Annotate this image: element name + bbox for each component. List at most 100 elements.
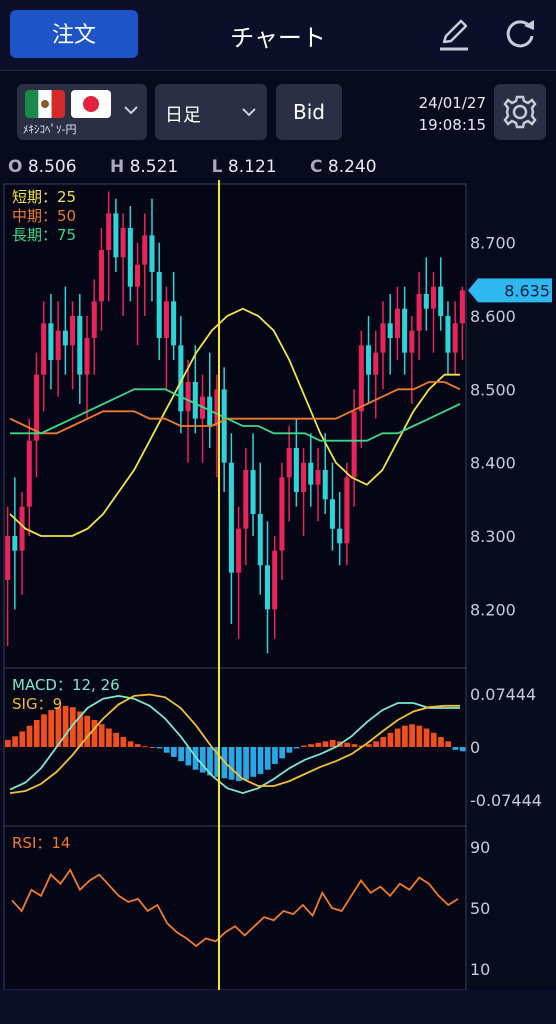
candle xyxy=(19,506,25,551)
candle xyxy=(272,550,278,610)
legend-sig: SIG：9 xyxy=(12,695,63,713)
candle xyxy=(250,470,256,514)
candle xyxy=(91,301,97,338)
rsi-line xyxy=(11,868,459,948)
low-value: 8.121 xyxy=(227,157,277,177)
candle xyxy=(344,477,350,544)
chevron-down-icon xyxy=(242,108,256,117)
candle xyxy=(135,264,141,287)
macd-histogram-bar xyxy=(48,710,55,747)
candle xyxy=(77,316,83,375)
macd-histogram-bar xyxy=(69,707,76,747)
candle xyxy=(55,330,61,360)
candle xyxy=(106,213,112,250)
macd-histogram-bar xyxy=(315,742,322,747)
macd-histogram-bar xyxy=(293,747,300,749)
panel-frame xyxy=(3,825,467,991)
candle xyxy=(33,374,40,441)
macd-histogram-bar xyxy=(41,714,47,747)
candle xyxy=(185,382,191,412)
settings-button[interactable] xyxy=(494,84,546,140)
macd-histogram-bar xyxy=(19,731,26,747)
candle xyxy=(156,272,162,338)
macd-histogram-bar xyxy=(243,747,249,780)
candle xyxy=(26,440,32,507)
last-price-label: 8.635 xyxy=(504,281,550,300)
candle xyxy=(373,352,379,375)
macd-histogram-bar xyxy=(62,705,69,747)
date-text: 24/01/27 xyxy=(418,94,486,112)
legend-mid-ma: 中期：50 xyxy=(12,207,77,225)
macd-histogram-bar xyxy=(430,732,437,747)
candle xyxy=(394,308,400,338)
candle xyxy=(70,316,76,346)
candle xyxy=(127,228,133,287)
candle xyxy=(98,250,104,302)
macd-histogram-bar xyxy=(344,742,350,747)
legend-short-ma: 短期：25 xyxy=(12,188,77,206)
legend-macd: MACD：12, 26 xyxy=(12,676,120,694)
macd-histogram-bar xyxy=(171,747,177,757)
candle xyxy=(293,448,299,492)
timeframe-select[interactable]: 日足 xyxy=(155,84,267,140)
candle xyxy=(221,389,227,463)
macd-legend: MACD：12, 26 SIG：9 xyxy=(12,676,120,714)
order-button[interactable]: 注文 xyxy=(10,10,138,58)
candle xyxy=(149,235,155,272)
price-axis-tick: 8.700 xyxy=(470,234,516,253)
macd-histogram-bar xyxy=(142,746,148,748)
macd-histogram-bar xyxy=(459,747,466,752)
macd-histogram-bar xyxy=(365,744,372,747)
candle xyxy=(236,528,242,573)
pencil-icon[interactable] xyxy=(434,14,474,54)
candle xyxy=(366,345,372,375)
close-label: C xyxy=(309,157,323,177)
bid-ask-toggle[interactable]: Bid xyxy=(276,84,342,140)
last-price-tag xyxy=(468,278,552,303)
high-label: H xyxy=(109,157,125,177)
candle xyxy=(308,462,314,485)
macd-histogram-bar xyxy=(163,747,170,753)
price-axis-tick: 8.500 xyxy=(470,380,516,399)
candle xyxy=(438,286,444,316)
refresh-icon[interactable] xyxy=(500,14,540,54)
candle xyxy=(178,345,184,412)
macd-histogram-bar xyxy=(373,741,379,747)
candle xyxy=(445,316,451,353)
macd-histogram-bar xyxy=(199,747,206,773)
macd-histogram-bar xyxy=(264,747,271,770)
price-axis-tick: 8.300 xyxy=(470,527,516,546)
candle xyxy=(452,323,458,353)
price-axis-tick: 8.200 xyxy=(470,600,516,619)
japan-flag-icon xyxy=(71,90,111,118)
macd-histogram-bar xyxy=(286,747,293,753)
macd-histogram-bar xyxy=(423,728,430,747)
legend-rsi: RSI：14 xyxy=(12,834,71,852)
candle xyxy=(120,228,126,258)
macd-histogram-bar xyxy=(77,711,83,747)
candle xyxy=(409,330,415,353)
price-axis-tick: 8.400 xyxy=(470,454,516,473)
candle xyxy=(257,514,263,566)
candle xyxy=(171,301,177,346)
candle xyxy=(329,499,335,529)
macd-histogram-bar xyxy=(55,707,62,747)
macd-histogram-bar xyxy=(106,728,112,747)
time-text: 19:08:15 xyxy=(418,116,486,134)
candle xyxy=(5,536,11,580)
macd-axis-tick: -0.07444 xyxy=(470,791,542,810)
short-ma-line xyxy=(9,307,460,537)
chart-toolbar: ﾒｷｼｺﾍﾟｿ-円 日足 Bid 24/01/27 19:08:15 xyxy=(0,78,556,148)
candle xyxy=(301,462,307,492)
x-axis-strip xyxy=(0,990,556,1024)
pair-label: ﾒｷｼｺﾍﾟｿ-円 xyxy=(23,123,77,136)
macd-histogram-bar xyxy=(91,720,98,747)
high-value: 8.521 xyxy=(129,157,179,177)
macd-histogram-bar xyxy=(149,747,156,748)
currency-pair-select[interactable]: ﾒｷｼｺﾍﾟｿ-円 xyxy=(17,84,147,140)
candle xyxy=(62,330,68,346)
macd-signal-line xyxy=(9,693,460,794)
macd-histogram-bar xyxy=(402,725,408,747)
price-chart[interactable]: 8.700 8.600 8.500 8.400 8.300 8.200 8.635 0.074… xyxy=(0,180,556,1024)
macd-histogram-bar xyxy=(322,741,329,747)
